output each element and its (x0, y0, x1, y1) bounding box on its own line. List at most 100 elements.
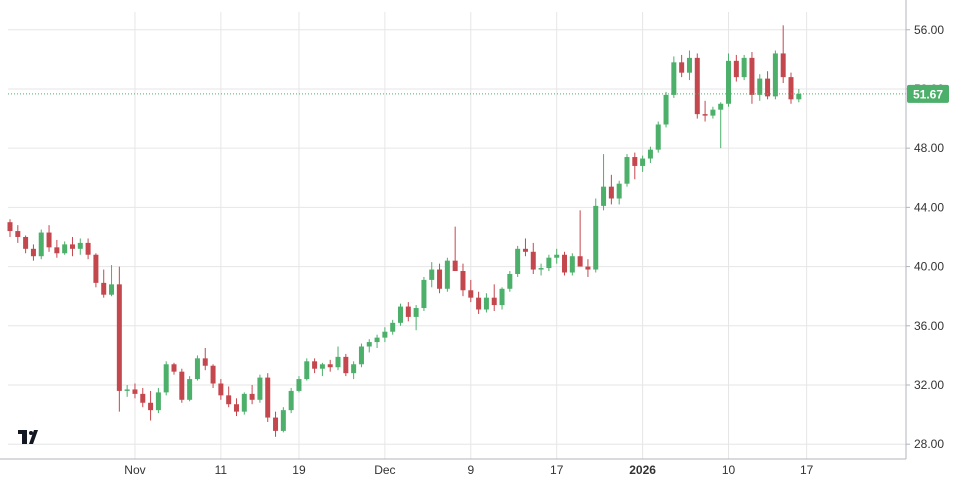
candle-body (702, 114, 708, 116)
candle-body (187, 379, 193, 400)
candle-body (585, 266, 591, 270)
candle-body (69, 244, 75, 249)
candle-body (257, 377, 263, 400)
candle-body (351, 364, 357, 374)
candle-body (491, 297, 497, 306)
candle-body (335, 356, 341, 368)
candle-body (741, 57, 747, 78)
candle-body (140, 393, 146, 403)
candle-body (468, 290, 474, 298)
candle-body (179, 371, 185, 400)
candle-body (23, 236, 29, 249)
candle-body (93, 254, 99, 283)
candle-body (530, 251, 536, 270)
time-tick-label: 2026 (629, 463, 656, 477)
candle-body (772, 53, 778, 97)
candle-body (460, 271, 466, 291)
candle-body (38, 232, 44, 257)
candle-body (788, 77, 794, 100)
last-price-label: 51.67 (913, 87, 943, 101)
candle-body (686, 57, 692, 73)
candle-body (163, 364, 169, 393)
candle-body (616, 183, 622, 199)
candle-body (452, 260, 458, 272)
candle-body (671, 62, 677, 95)
candle-body (647, 149, 653, 159)
candle-body (374, 337, 380, 343)
candle-body (765, 78, 771, 97)
candle-body (749, 57, 755, 95)
candle-body (429, 269, 435, 280)
candle-body (304, 361, 310, 380)
candle-body (780, 53, 786, 78)
candle-body (54, 247, 60, 254)
candle-body (101, 282, 107, 295)
candle-body (210, 365, 216, 384)
candle-body (796, 93, 802, 100)
grid-layer (8, 12, 906, 459)
candle-body (77, 242, 83, 249)
candle-body (85, 242, 91, 255)
candle-body (577, 256, 583, 267)
candle-body (515, 248, 521, 274)
candle-body (382, 331, 388, 338)
price-tick-label: 44.00 (914, 200, 944, 214)
candle-body (15, 231, 21, 237)
candle-body (710, 109, 716, 116)
candle-body (593, 205, 599, 270)
candle-body (7, 222, 13, 232)
time-tick-label: 17 (550, 463, 564, 477)
candle-body (241, 393, 247, 412)
candle-body (733, 60, 739, 78)
axis-layer: 28.0032.0036.0040.0044.0048.0052.0056.00… (0, 0, 949, 477)
candle-body (757, 78, 763, 95)
time-tick-label: Nov (124, 463, 145, 477)
candle-body (273, 417, 279, 431)
time-tick-label: 10 (722, 463, 736, 477)
candle-body (249, 393, 255, 400)
price-tick-label: 32.00 (914, 378, 944, 392)
candle-body (624, 157, 630, 184)
candle-body (312, 361, 318, 369)
candle-body (679, 62, 685, 73)
candle-body (413, 308, 419, 317)
price-tick-label: 40.00 (914, 260, 944, 274)
candle-body (483, 297, 489, 310)
candle-body (608, 186, 614, 199)
candle-body (562, 254, 568, 273)
candle-body (718, 103, 724, 110)
candle-body (554, 254, 560, 258)
candle-body (358, 346, 364, 365)
candle-body (663, 94, 669, 125)
candle-body (390, 322, 396, 332)
candle-body (421, 279, 427, 309)
candle-body (546, 257, 552, 269)
candle-body (569, 256, 575, 273)
candle-body (601, 186, 607, 206)
price-tick-label: 28.00 (914, 437, 944, 451)
candle-body (124, 389, 130, 391)
price-tick-label: 36.00 (914, 319, 944, 333)
candle-body (155, 392, 161, 411)
candle-body (288, 390, 294, 411)
candle-body (640, 158, 646, 166)
time-tick-label: 17 (800, 463, 814, 477)
candle-body (202, 358, 208, 366)
candle-body (343, 356, 349, 374)
time-tick-label: 9 (467, 463, 474, 477)
candle-body (233, 404, 239, 412)
candle-body (132, 389, 138, 394)
candle-body (499, 288, 505, 306)
candle-body (62, 244, 68, 254)
candle-body (171, 364, 177, 372)
candle-body (296, 379, 302, 391)
candle-body (476, 297, 482, 310)
time-tick-label: Dec (374, 463, 395, 477)
time-tick-label: 19 (292, 463, 306, 477)
candle-body (327, 364, 333, 368)
candle-body (726, 60, 732, 104)
tradingview-logo-icon (18, 430, 38, 444)
candle-body (218, 383, 224, 396)
